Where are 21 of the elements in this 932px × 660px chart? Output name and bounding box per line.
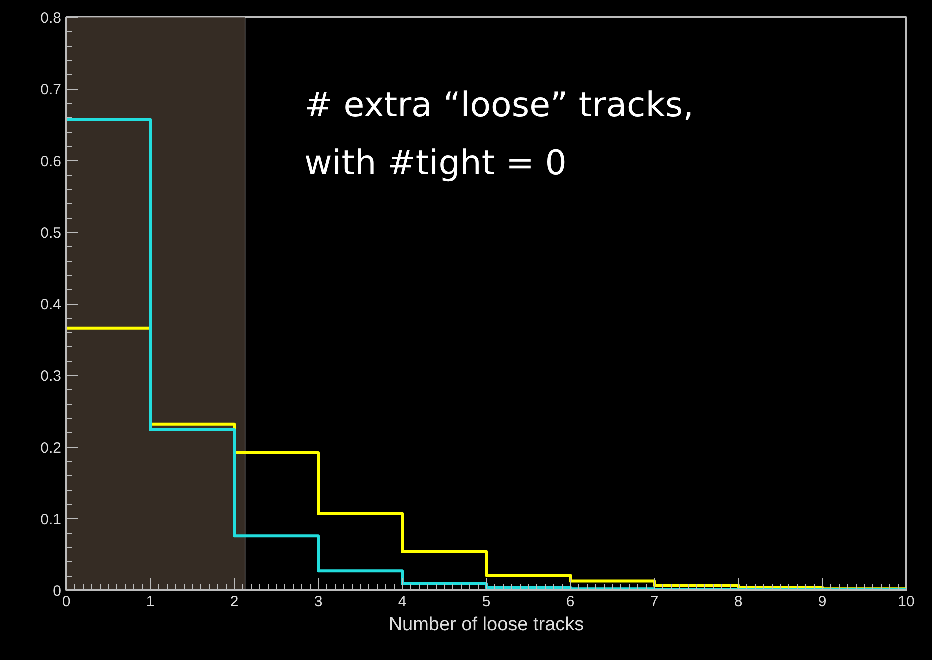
x-axis-title: Number of loose tracks xyxy=(388,614,584,636)
x-tick-label: 7 xyxy=(650,594,659,610)
y-tick-label: 0.6 xyxy=(40,153,62,170)
x-tick-label: 10 xyxy=(898,594,915,610)
y-tick-label: 0.7 xyxy=(40,82,62,99)
x-tick-label: 1 xyxy=(146,594,155,610)
y-tick-label: 0.2 xyxy=(40,440,62,457)
x-tick-label: 2 xyxy=(230,594,239,610)
y-tick-label: 0.3 xyxy=(40,368,62,386)
y-tick-label: 0 xyxy=(53,583,62,600)
x-tick-label: 3 xyxy=(314,594,323,610)
x-tick-label: 8 xyxy=(734,594,743,610)
x-tick-label: 5 xyxy=(482,594,491,610)
x-tick-label: 9 xyxy=(818,594,827,610)
y-tick-label: 0.4 xyxy=(40,296,62,314)
x-tick-label: 6 xyxy=(566,594,575,610)
x-tick-label: 4 xyxy=(398,594,407,610)
y-tick-label: 0.1 xyxy=(40,511,62,528)
y-tick-label: 0.8 xyxy=(40,10,62,27)
annotation: # extra “loose” tracks, with #tight = 0 xyxy=(304,86,694,184)
y-tick-label: 0.5 xyxy=(40,224,62,242)
